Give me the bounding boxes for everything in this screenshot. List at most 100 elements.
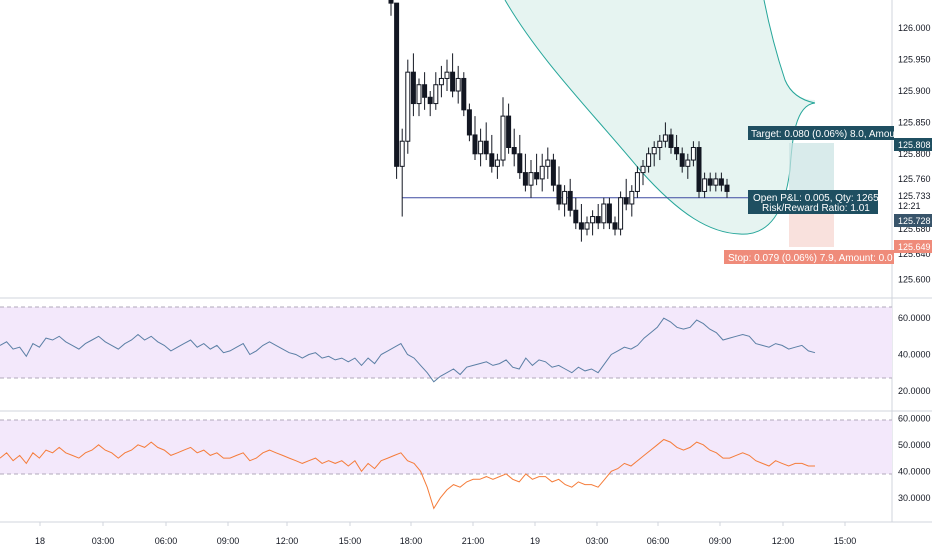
candle-body[interactable] xyxy=(707,178,713,186)
oscillator-1-tick-label: 20.0000 xyxy=(898,386,931,396)
candle-body[interactable] xyxy=(668,134,674,148)
target-label-box[interactable]: Target: 0.080 (0.06%) 8.0, Amount: 20 xyxy=(748,126,920,140)
candle-body[interactable] xyxy=(438,77,444,86)
candle-body[interactable] xyxy=(685,159,691,167)
candle-body[interactable] xyxy=(634,172,640,192)
candle-body[interactable] xyxy=(718,178,724,186)
stop-label-box[interactable]: Stop: 0.079 (0.06%) 7.9, Amount: 0.0 xyxy=(724,250,894,264)
rr-label: Risk/Reward Ratio: 1.01 xyxy=(762,203,870,214)
price-tick-label: 125.640 xyxy=(898,249,931,259)
target-label: Target: 0.080 (0.06%) 8.0, Amount: 20 xyxy=(751,129,920,140)
candle-body[interactable] xyxy=(657,140,663,148)
candle-body[interactable] xyxy=(410,71,416,105)
candle-body[interactable] xyxy=(394,2,400,167)
oscillator-2-tick-label: 60.0000 xyxy=(898,413,931,423)
candle-body[interactable] xyxy=(489,153,495,167)
candle-body[interactable] xyxy=(534,172,540,180)
time-tick-label: 18 xyxy=(35,536,45,546)
candle-body[interactable] xyxy=(696,147,702,192)
candle-body[interactable] xyxy=(601,203,607,224)
candle-body[interactable] xyxy=(550,159,556,186)
candle-body[interactable] xyxy=(623,197,629,205)
candle-body[interactable] xyxy=(405,71,411,142)
candle-body[interactable] xyxy=(388,0,394,4)
price-tick-label: 125.950 xyxy=(898,55,931,65)
pnl-label-box[interactable]: Open P&L: 0.005, Qty: 1265 Risk/Reward R… xyxy=(748,190,879,214)
candle-body[interactable] xyxy=(679,153,685,167)
candle-body[interactable] xyxy=(612,222,618,230)
target-price-label: 125.808 xyxy=(898,140,931,150)
candle-body[interactable] xyxy=(595,216,601,224)
candle-body[interactable] xyxy=(662,134,668,142)
candle-body[interactable] xyxy=(528,172,534,186)
candle-body[interactable] xyxy=(573,209,579,224)
oscillator-2-series[interactable] xyxy=(0,438,815,510)
candle-body[interactable] xyxy=(618,197,624,230)
time-tick-label: 21:00 xyxy=(462,536,485,546)
price-tick-label: 125.760 xyxy=(898,174,931,184)
candle-body[interactable] xyxy=(674,147,680,155)
candle-body[interactable] xyxy=(651,147,657,155)
candle-body[interactable] xyxy=(450,71,456,92)
oscillator-1-tick-label: 60.0000 xyxy=(898,313,931,323)
oscillator-2-band xyxy=(0,420,892,474)
candle-body[interactable] xyxy=(646,153,652,167)
stop-price-badge xyxy=(894,240,932,253)
candle-body[interactable] xyxy=(433,84,439,105)
candle-body[interactable] xyxy=(483,140,489,155)
candle-body[interactable] xyxy=(539,165,545,180)
candle-body[interactable] xyxy=(606,203,612,224)
candle-body[interactable] xyxy=(455,77,461,92)
time-tick-label: 03:00 xyxy=(586,536,609,546)
candle-body[interactable] xyxy=(562,190,568,205)
candle-body[interactable] xyxy=(556,184,562,205)
price-tick-label: 126.000 xyxy=(898,23,931,33)
candle-body[interactable] xyxy=(578,222,584,230)
current-price-label: 125.728 xyxy=(898,216,931,226)
candle-body[interactable] xyxy=(506,115,512,148)
candle-body[interactable] xyxy=(427,96,433,105)
candle-body[interactable] xyxy=(702,178,708,192)
time-label: 12:21 xyxy=(898,201,921,211)
candle-body[interactable] xyxy=(399,140,405,167)
time-badge xyxy=(894,200,932,212)
time-tick-label: 15:00 xyxy=(339,536,362,546)
candle-body[interactable] xyxy=(629,190,635,205)
envelope-fill xyxy=(505,0,815,235)
candle-body[interactable] xyxy=(640,165,646,174)
candle-body[interactable] xyxy=(416,84,422,105)
candle-body[interactable] xyxy=(472,134,478,155)
candle-body[interactable] xyxy=(466,109,472,136)
time-tick-label: 18:00 xyxy=(400,536,423,546)
stop-price-label: 125.649 xyxy=(898,242,931,252)
candle-body[interactable] xyxy=(522,172,528,186)
stop-label: Stop: 0.079 (0.06%) 7.9, Amount: 0.0 xyxy=(728,253,893,264)
candle-body[interactable] xyxy=(511,147,517,155)
candle-body[interactable] xyxy=(567,190,573,211)
current-price-badge xyxy=(894,214,932,227)
candle-body[interactable] xyxy=(461,77,467,111)
candle-body[interactable] xyxy=(422,84,428,98)
candle-body[interactable] xyxy=(500,115,506,161)
candle-body[interactable] xyxy=(590,216,596,224)
time-tick-label: 09:00 xyxy=(709,536,732,546)
envelope-upper[interactable] xyxy=(763,0,816,104)
target-zone[interactable] xyxy=(789,143,834,197)
candle-body[interactable] xyxy=(494,159,500,167)
price-tick-label: 125.600 xyxy=(898,274,931,284)
oscillator-2-tick-label: 50.0000 xyxy=(898,440,931,450)
oscillator-1-band xyxy=(0,307,892,378)
oscillator-1-series[interactable] xyxy=(0,317,816,383)
candle-body[interactable] xyxy=(713,178,719,186)
candle-body[interactable] xyxy=(724,184,730,192)
oscillator-2-tick-label: 30.0000 xyxy=(898,493,931,503)
price-tick-label: 125.900 xyxy=(898,86,931,96)
candle-body[interactable] xyxy=(584,222,590,230)
candle-body[interactable] xyxy=(478,140,484,155)
candle-body[interactable] xyxy=(517,153,523,174)
time-tick-label: 15:00 xyxy=(834,536,857,546)
candle-body[interactable] xyxy=(690,147,696,161)
candle-body[interactable] xyxy=(444,71,450,79)
candle-body[interactable] xyxy=(545,159,551,167)
